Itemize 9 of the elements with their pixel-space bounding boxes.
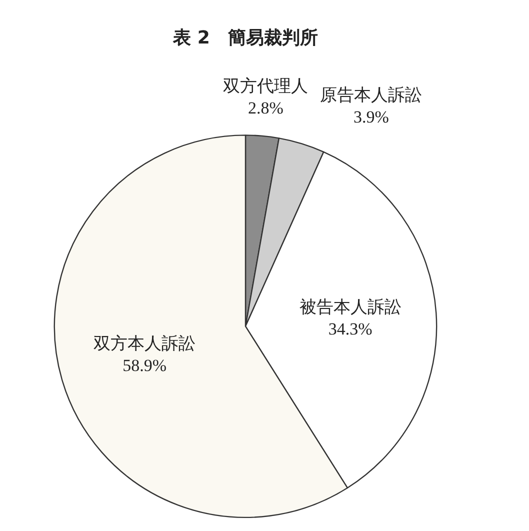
chart-title: 表 2 簡易裁判所 bbox=[172, 27, 318, 48]
data-label: 58.9% bbox=[122, 356, 166, 375]
slice-label: 双方本人訴訟 bbox=[94, 334, 196, 353]
slice-label: 原告本人訴訟 bbox=[320, 86, 422, 105]
slice-label: 双方代理人 bbox=[223, 76, 308, 96]
data-label: 3.9% bbox=[353, 108, 389, 127]
slice-label: 被告本人訴訟 bbox=[299, 297, 402, 316]
data-label: 34.3% bbox=[328, 319, 372, 338]
data-label: 2.8% bbox=[248, 98, 284, 118]
